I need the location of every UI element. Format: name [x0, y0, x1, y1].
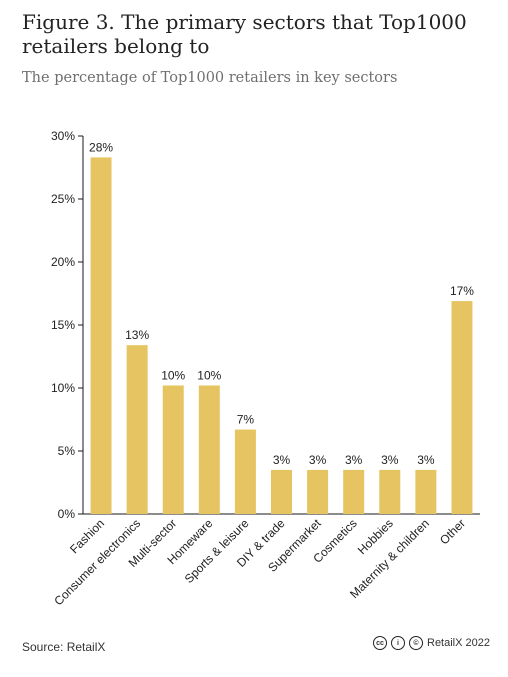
y-tick-label: 25%: [51, 192, 75, 206]
bar-value-label: 7%: [237, 413, 255, 427]
bar: [415, 469, 437, 514]
cc-license-icon: cc: [373, 636, 387, 650]
y-tick-label: 20%: [51, 255, 75, 269]
y-tick-label: 5%: [58, 444, 76, 458]
y-tick-label: 0%: [58, 507, 76, 521]
bar: [451, 301, 473, 514]
y-tick-label: 15%: [51, 318, 75, 332]
source-note: Source: RetailX: [22, 640, 106, 654]
bar-value-label: 3%: [345, 453, 363, 467]
chart-title: Figure 3. The primary sectors that Top10…: [22, 10, 467, 58]
bar-value-label: 10%: [197, 368, 221, 382]
x-category-label: Sports & leisure: [182, 516, 252, 586]
bar: [90, 157, 112, 515]
bar: [162, 385, 184, 514]
bar-value-label: 13%: [125, 328, 149, 342]
bar: [379, 469, 401, 514]
copyright-icon: ©: [409, 636, 423, 650]
bar-value-label: 17%: [450, 284, 474, 298]
copyright-text: RetailX 2022: [427, 637, 490, 649]
bar-value-label: 3%: [417, 453, 435, 467]
bar-value-label: 3%: [309, 453, 327, 467]
chart-subtitle: The percentage of Top1000 retailers in k…: [22, 70, 398, 86]
bar-value-label: 3%: [273, 453, 291, 467]
bar: [307, 469, 329, 514]
bar: [343, 469, 365, 514]
bar: [198, 385, 220, 514]
bar: [234, 429, 256, 514]
y-tick-label: 30%: [51, 129, 75, 143]
bar-value-label: 28%: [89, 140, 113, 154]
x-category-label: Other: [437, 516, 468, 547]
bar: [126, 345, 148, 514]
bar-value-label: 3%: [381, 453, 399, 467]
y-tick-label: 10%: [51, 381, 75, 395]
copyright-note: cc i © RetailX 2022: [373, 636, 490, 650]
bar-value-label: 10%: [161, 368, 185, 382]
by-attribution-icon: i: [391, 636, 405, 650]
bar: [271, 469, 292, 514]
